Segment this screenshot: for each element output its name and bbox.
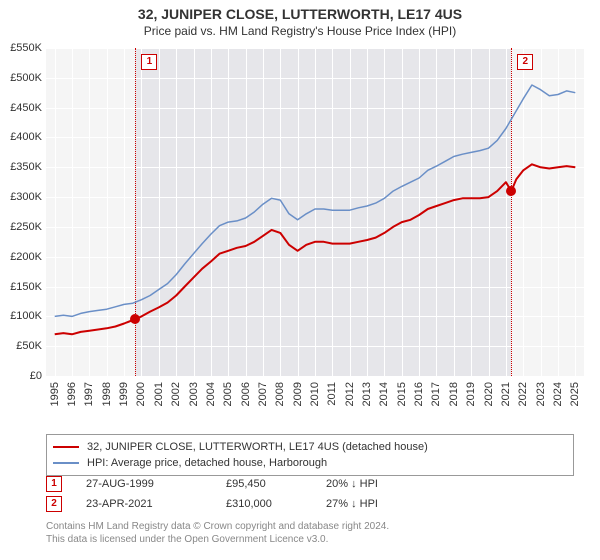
y-tick-label: £300K	[10, 191, 42, 203]
x-tick-label: 2003	[188, 382, 200, 406]
legend-swatch	[53, 462, 79, 464]
x-tick-label: 2006	[240, 382, 252, 406]
y-tick-label: £500K	[10, 72, 42, 84]
transaction-marker-badge: 1	[141, 54, 157, 70]
y-tick-label: £400K	[10, 131, 42, 143]
x-tick-label: 2019	[465, 382, 477, 406]
attribution-footer: Contains HM Land Registry data © Crown c…	[46, 520, 574, 546]
legend-label: HPI: Average price, detached house, Harb…	[87, 455, 327, 471]
x-tick-label: 2007	[257, 382, 269, 406]
x-tick-label: 2011	[326, 382, 338, 406]
transaction-badge: 1	[46, 476, 62, 492]
x-tick-label: 2018	[448, 382, 460, 406]
transaction-badge: 2	[46, 496, 62, 512]
chart-subtitle: Price paid vs. HM Land Registry's House …	[0, 22, 600, 42]
x-tick-label: 2005	[222, 382, 234, 406]
y-tick-label: £550K	[10, 42, 42, 54]
legend-item: HPI: Average price, detached house, Harb…	[53, 455, 567, 471]
x-tick-label: 2008	[274, 382, 286, 406]
x-axis: 1995 1996 1997 1998 1999 2000 2001 2002 2003 2004…	[46, 376, 584, 434]
series-hpi	[55, 85, 576, 316]
y-tick-label: £450K	[10, 102, 42, 114]
x-tick-label: 2017	[430, 382, 442, 406]
y-tick-label: £150K	[10, 281, 42, 293]
y-tick-label: £50K	[16, 340, 42, 352]
x-tick-label: 2000	[135, 382, 147, 406]
x-tick-label: 2014	[378, 382, 390, 406]
x-tick-label: 1995	[49, 382, 61, 406]
transaction-delta: 27% ↓ HPI	[326, 494, 426, 514]
x-tick-label: 1996	[66, 382, 78, 406]
x-tick-label: 2010	[309, 382, 321, 406]
x-tick-label: 2020	[483, 382, 495, 406]
x-tick-label: 2021	[500, 382, 512, 406]
transactions-table: 1 27-AUG-1999 £95,450 20% ↓ HPI 2 23-APR-2021…	[46, 474, 574, 514]
legend-item: 32, JUNIPER CLOSE, LUTTERWORTH, LE17 4US…	[53, 439, 567, 455]
x-tick-label: 2001	[153, 382, 165, 406]
y-tick-label: £200K	[10, 251, 42, 263]
x-tick-label: 2012	[344, 382, 356, 406]
y-axis: £0£50K£100K£150K£200K£250K£300K£350K£400…	[0, 48, 46, 376]
transaction-row: 2 23-APR-2021 £310,000 27% ↓ HPI	[46, 494, 574, 514]
transaction-marker-badge: 2	[517, 54, 533, 70]
x-tick-label: 2022	[517, 382, 529, 406]
transaction-date: 27-AUG-1999	[86, 474, 206, 494]
x-tick-label: 1999	[118, 382, 130, 406]
x-tick-label: 2013	[361, 382, 373, 406]
series-price_paid	[55, 164, 576, 334]
y-tick-label: £350K	[10, 161, 42, 173]
footer-line-2: This data is licensed under the Open Gov…	[46, 533, 574, 546]
transaction-date: 23-APR-2021	[86, 494, 206, 514]
chart-title: 32, JUNIPER CLOSE, LUTTERWORTH, LE17 4US	[0, 0, 600, 22]
x-tick-label: 2009	[292, 382, 304, 406]
y-tick-label: £0	[30, 370, 42, 382]
plot-area: 12	[46, 48, 584, 376]
transaction-price: £95,450	[226, 474, 306, 494]
y-tick-label: £100K	[10, 310, 42, 322]
x-tick-label: 1998	[101, 382, 113, 406]
y-tick-label: £250K	[10, 221, 42, 233]
x-tick-label: 2024	[552, 382, 564, 406]
chart-series	[46, 48, 584, 376]
legend: 32, JUNIPER CLOSE, LUTTERWORTH, LE17 4US…	[46, 434, 574, 476]
legend-label: 32, JUNIPER CLOSE, LUTTERWORTH, LE17 4US…	[87, 439, 428, 455]
x-tick-label: 2025	[569, 382, 581, 406]
legend-swatch	[53, 446, 79, 448]
x-tick-label: 2015	[396, 382, 408, 406]
transaction-price: £310,000	[226, 494, 306, 514]
x-tick-label: 2004	[205, 382, 217, 406]
x-tick-label: 2016	[413, 382, 425, 406]
x-tick-label: 2023	[535, 382, 547, 406]
x-tick-label: 2002	[170, 382, 182, 406]
transaction-delta: 20% ↓ HPI	[326, 474, 426, 494]
x-tick-label: 1997	[83, 382, 95, 406]
transaction-row: 1 27-AUG-1999 £95,450 20% ↓ HPI	[46, 474, 574, 494]
footer-line-1: Contains HM Land Registry data © Crown c…	[46, 520, 574, 533]
